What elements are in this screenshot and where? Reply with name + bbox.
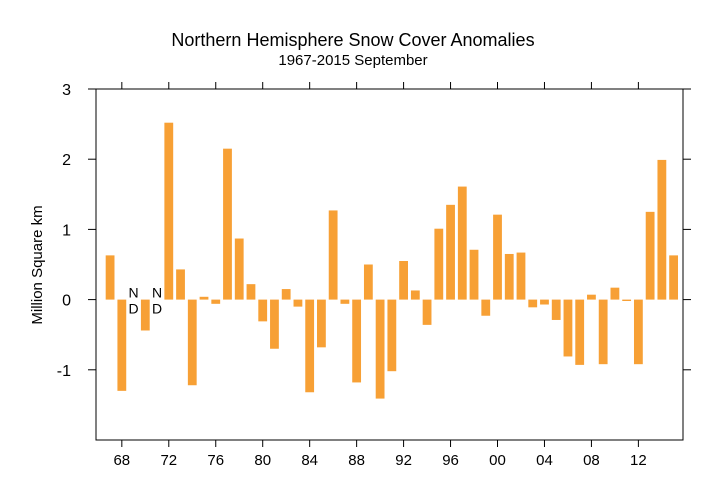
x-tick-label: 88	[348, 452, 365, 469]
y-tick-label: 1	[62, 222, 71, 239]
bar-2004	[540, 299, 549, 305]
bar-2015	[669, 255, 679, 300]
bar-2007	[575, 299, 585, 365]
bar-1976	[211, 299, 221, 304]
y-tick-label: 2	[62, 152, 71, 169]
bar-2009	[598, 299, 608, 365]
x-tick-label: 04	[536, 452, 553, 469]
bar-1984	[305, 299, 315, 393]
bar-2003	[528, 299, 538, 308]
bar-1972	[164, 122, 174, 300]
bar-1981	[270, 299, 279, 349]
bar-1997	[457, 186, 467, 300]
bar-2001	[504, 253, 514, 300]
bar-2002	[516, 252, 526, 300]
bar-2005	[551, 299, 561, 320]
bar-1979	[246, 284, 256, 300]
bar-1995	[434, 228, 444, 300]
bar-1996	[446, 204, 455, 300]
bar-1974	[187, 299, 197, 386]
bar-1988	[352, 299, 362, 383]
bar-1978	[234, 238, 244, 300]
x-tick-label: 76	[207, 452, 224, 469]
y-axis-label: Million Square km	[29, 205, 46, 324]
x-tick-label: 12	[630, 452, 647, 469]
bar-1999	[481, 299, 491, 316]
x-tick-label: 96	[442, 452, 459, 469]
x-tick-label: 68	[113, 452, 130, 469]
bar-1980	[258, 299, 268, 322]
x-tick-label: 00	[489, 452, 506, 469]
no-data-label-top: N	[152, 285, 162, 301]
bar-1968	[117, 299, 127, 391]
x-tick-label: 92	[395, 452, 412, 469]
x-tick-label: 84	[301, 452, 318, 469]
plot-frame	[95, 88, 684, 441]
bar-2011	[622, 299, 632, 302]
bar-2008	[587, 294, 596, 300]
bar-1982	[281, 289, 291, 300]
bar-1994	[422, 299, 432, 325]
no-data-label-top: N	[129, 285, 139, 301]
bar-2000	[493, 214, 502, 300]
x-tick-label: 80	[254, 452, 271, 469]
no-data-label-bottom: D	[129, 301, 139, 317]
bar-1986	[328, 210, 338, 300]
y-tick-label: 3	[62, 82, 71, 99]
bar-1973	[176, 269, 185, 300]
bar-1992	[399, 260, 408, 300]
bar-2006	[563, 299, 573, 357]
y-tick-label: -1	[57, 363, 71, 380]
bar-1975	[199, 296, 209, 300]
bar-1998	[469, 249, 479, 300]
bar-1991	[387, 299, 397, 372]
bar-1983	[293, 299, 303, 307]
x-tick-label: 08	[583, 452, 600, 469]
bar-2014	[657, 159, 667, 300]
x-tick-label: 72	[160, 452, 177, 469]
bar-1967	[105, 255, 115, 300]
chart-subtitle: 1967-2015 September	[278, 52, 428, 69]
bar-1990	[375, 299, 385, 399]
bar-1989	[363, 264, 373, 300]
y-tick-label: 0	[62, 293, 71, 310]
bar-2012	[633, 299, 643, 365]
bar-2013	[645, 211, 655, 300]
bar-1985	[317, 299, 326, 348]
chart-title: Northern Hemisphere Snow Cover Anomalies	[171, 30, 535, 50]
bar-1987	[340, 299, 350, 304]
bar-1993	[410, 290, 420, 300]
bar-2010	[610, 287, 620, 300]
no-data-label-bottom: D	[152, 301, 162, 317]
bar-1977	[223, 148, 232, 300]
bar-1970	[140, 299, 150, 331]
